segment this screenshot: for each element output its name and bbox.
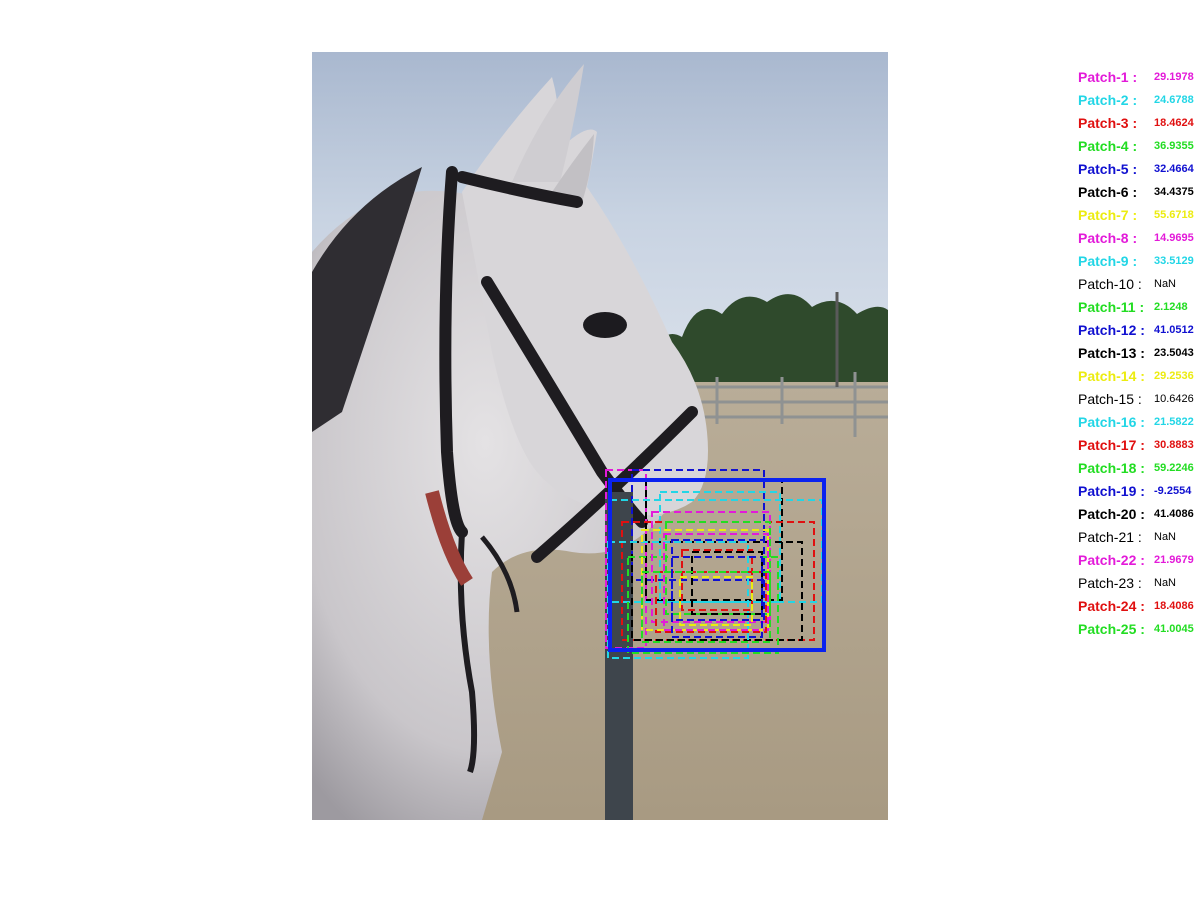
legend-label: Patch-16 : [1078,414,1145,430]
legend-value: 18.4086 [1154,600,1194,612]
legend-row: Patch-2 : 24.6788 [1078,89,1200,112]
patch-box [681,549,753,611]
legend-value: 23.5043 [1154,347,1194,359]
legend-label: Patch-3 : [1078,115,1138,131]
legend-value: NaN [1154,531,1177,543]
legend-row: Patch-8 : 14.9695 [1078,227,1200,250]
legend-label: Patch-15 : [1078,391,1142,407]
legend-value: 21.9679 [1154,554,1194,566]
legend-value: 30.8883 [1154,439,1194,451]
legend-value: 10.6426 [1154,393,1194,405]
legend-value: 29.2536 [1154,370,1194,382]
patch-box [671,556,763,638]
horse-mane [312,167,422,432]
legend-value: 2.1248 [1154,301,1188,313]
patch-legend: Patch-1 : 29.1978 Patch-2 : 24.6788 Patch-3 … [1078,66,1200,641]
legend-row: Patch-9 : 33.5129 [1078,250,1200,273]
legend-value: 24.6788 [1154,94,1194,106]
legend-value: 21.5822 [1154,416,1194,428]
legend-value: 34.4375 [1154,186,1194,198]
legend-label: Patch-22 : [1078,552,1145,568]
patch-box [631,541,803,641]
legend-row: Patch-4 : 36.9355 [1078,135,1200,158]
legend-label: Patch-14 : [1078,368,1145,384]
legend-row: Patch-19 : -9.2554 [1078,480,1200,503]
horse-ear [512,64,584,182]
legend-row: Patch-6 : 34.4375 [1078,181,1200,204]
legend-label: Patch-9 : [1078,253,1138,269]
legend-row: Patch-16 : 21.5822 [1078,411,1200,434]
patch-box [663,533,769,631]
legend-row: Patch-5 : 32.4664 [1078,158,1200,181]
patch-box [671,539,765,621]
patch-box [659,491,781,603]
patch-boxes [605,469,823,659]
legend-row: Patch-21 : NaN [1078,526,1200,549]
legend-label: Patch-13 : [1078,345,1145,361]
legend-label: Patch-5 : [1078,161,1138,177]
legend-row: Patch-23 : NaN [1078,572,1200,595]
legend-label: Patch-12 : [1078,322,1145,338]
legend-row: Patch-17 : 30.8883 [1078,434,1200,457]
legend-row: Patch-7 : 55.6718 [1078,204,1200,227]
legend-label: Patch-8 : [1078,230,1138,246]
legend-label: Patch-24 : [1078,598,1145,614]
patch-box [631,469,765,581]
patch-box [651,511,771,623]
legend-value: 41.4086 [1154,508,1194,520]
main-bounding-box [608,478,826,652]
legend-value: 18.4624 [1154,117,1194,129]
legend-value: NaN [1154,278,1177,290]
horse-photo [312,52,888,820]
legend-value: 59.2246 [1154,462,1194,474]
legend-value: 36.9355 [1154,140,1194,152]
legend-value: -9.2554 [1154,485,1192,497]
legend-label: Patch-6 : [1078,184,1138,200]
legend-label: Patch-11 : [1078,299,1145,315]
patch-box [627,556,779,654]
legend-row: Patch-15 : 10.6426 [1078,388,1200,411]
legend-value: 55.6718 [1154,209,1194,221]
legend-row: Patch-20 : 41.4086 [1078,503,1200,526]
legend-value: 29.1978 [1154,71,1194,83]
legend-value: 14.9695 [1154,232,1194,244]
legend-label: Patch-20 : [1078,506,1145,522]
legend-label: Patch-21 : [1078,529,1142,545]
legend-label: Patch-19 : [1078,483,1145,499]
red-strap [425,490,473,586]
legend-row: Patch-24 : 18.4086 [1078,595,1200,618]
legend-label: Patch-2 : [1078,92,1138,108]
patch-box [621,521,815,641]
legend-row: Patch-22 : 21.9679 [1078,549,1200,572]
reins [480,535,520,613]
legend-label: Patch-10 : [1078,276,1142,292]
legend-value: 41.0512 [1154,324,1194,336]
horse-ear [552,134,594,202]
patch-box [679,576,753,626]
legend-label: Patch-1 : [1078,69,1138,85]
legend-label: Patch-4 : [1078,138,1138,154]
legend-row: Patch-18 : 59.2246 [1078,457,1200,480]
legend-row: Patch-3 : 18.4624 [1078,112,1200,135]
legend-value: 32.4664 [1154,163,1194,175]
legend-value: 41.0045 [1154,623,1194,635]
legend-label: Patch-23 : [1078,575,1142,591]
legend-row: Patch-25 : 41.0045 [1078,618,1200,641]
legend-value: 33.5129 [1154,255,1194,267]
legend-label: Patch-25 : [1078,621,1145,637]
tree-line [642,294,888,382]
legend-row: Patch-11 : 2.1248 [1078,296,1200,319]
legend-row: Patch-14 : 29.2536 [1078,365,1200,388]
horse-photo-figure [312,52,888,820]
legend-label: Patch-17 : [1078,437,1145,453]
legend-row: Patch-12 : 41.0512 [1078,319,1200,342]
legend-row: Patch-13 : 23.5043 [1078,342,1200,365]
legend-row: Patch-1 : 29.1978 [1078,66,1200,89]
horse-eye [583,312,627,338]
legend-label: Patch-18 : [1078,460,1145,476]
legend-value: NaN [1154,577,1177,589]
legend-label: Patch-7 : [1078,207,1138,223]
fence [682,372,888,437]
legend-row: Patch-10 : NaN [1078,273,1200,296]
